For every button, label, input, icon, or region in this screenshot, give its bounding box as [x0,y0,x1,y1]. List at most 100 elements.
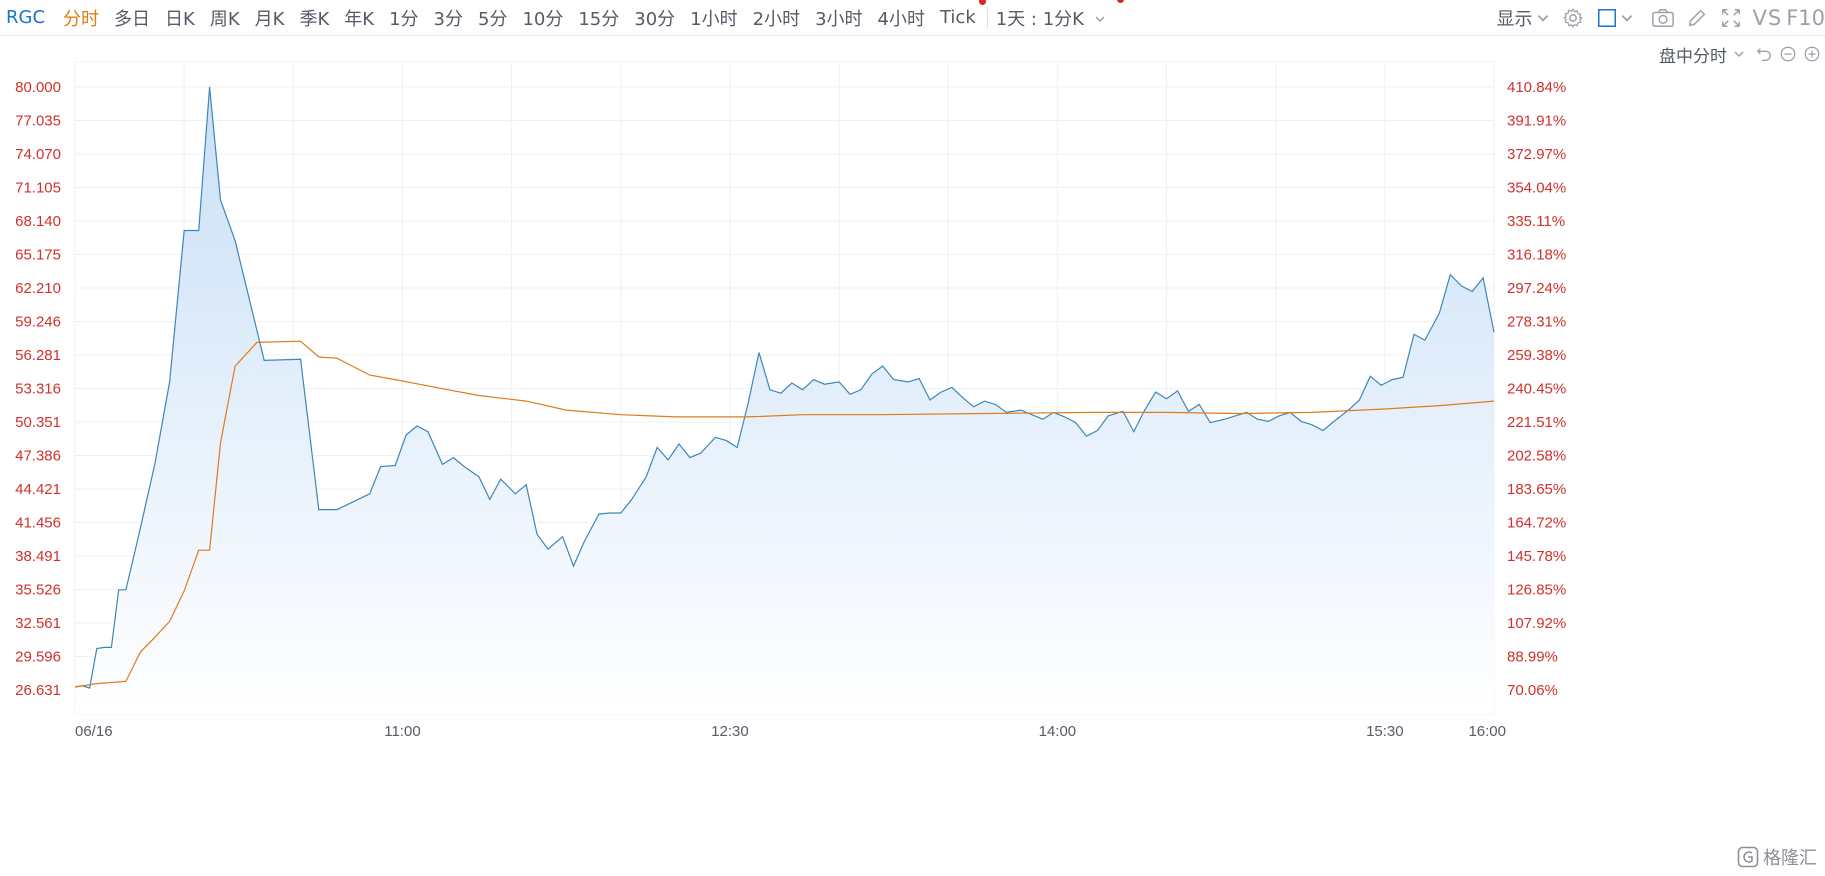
pct-tick-label: 354.04% [1507,180,1566,197]
tab-intraday[interactable]: 分时 [63,8,100,30]
y-tick-label: 80.000 [15,79,61,96]
y-tick-label: 35.526 [15,582,61,599]
new-badge-dot [978,0,986,5]
tab-tick-label: Tick [939,7,976,28]
tab-5min[interactable]: 5分 [478,8,508,30]
fullscreen-icon[interactable] [1718,5,1744,31]
pct-tick-label: 297.24% [1507,280,1566,297]
tab-10min[interactable]: 10分 [522,8,564,30]
period-toolbar: RGC 分时 多日 日K 周K 月K 季K 年K 1分 3分 5分 10分 15… [0,0,1825,36]
pct-tick-label: 221.51% [1507,414,1566,431]
pct-tick-label: 335.11% [1507,213,1565,230]
camera-icon[interactable] [1650,5,1676,31]
pct-tick-label: 88.99% [1507,649,1558,666]
pct-tick-label: 372.97% [1507,146,1566,163]
undo-icon[interactable] [1753,43,1775,65]
pct-tick-label: 107.92% [1507,615,1566,632]
y-tick-label: 71.105 [15,180,61,197]
tab-monthly-k[interactable]: 月K [254,8,285,30]
tab-daily-k[interactable]: 日K [165,8,195,30]
tab-yearly-k[interactable]: 年K [344,8,375,30]
pct-tick-label: 145.78% [1507,548,1566,565]
x-tick-label: 15:30 [1366,723,1404,740]
chart-lines [74,86,1495,689]
tab-1min[interactable]: 1分 [389,8,419,30]
price-area-fill [75,87,1494,714]
tab-1hour[interactable]: 1小时 [690,8,738,30]
pencil-icon[interactable] [1684,5,1710,31]
right-toolbar: 显示 VS F10 [1496,0,1825,36]
tab-3hour[interactable]: 3小时 [815,8,863,30]
pct-tick-label: 391.91% [1507,113,1566,130]
tab-weekly-k[interactable]: 周K [209,8,240,30]
intraday-mode-selector[interactable]: 盘中分时 [1659,46,1727,67]
y-tick-label: 56.281 [15,347,61,364]
tab-2hour[interactable]: 2小时 [752,8,801,30]
chevron-down-icon[interactable] [1733,48,1745,60]
pct-tick-label: 202.58% [1507,448,1566,465]
tab-15min[interactable]: 15分 [578,8,620,30]
x-tick-label: 14:00 [1039,723,1077,740]
pct-tick-label: 126.85% [1507,582,1566,599]
display-menu[interactable]: 显示 [1496,9,1533,30]
y-tick-label: 77.035 [15,113,61,130]
plot-frame [74,61,1495,715]
period-selector[interactable]: 1天 : 1分K [995,0,1124,31]
y-tick-label: 59.246 [15,314,61,331]
chart-subbar: 盘中分时 [1659,40,1825,68]
tab-tick[interactable]: Tick [939,0,986,28]
tab-multi-day[interactable]: 多日 [114,8,151,30]
y-tick-label: 41.456 [15,515,61,532]
stock-symbol[interactable]: RGC [6,7,46,28]
new-badge-dot [1116,0,1124,3]
pct-tick-label: 70.06% [1507,682,1558,699]
y-tick-label: 29.596 [15,649,61,666]
y-tick-label: 74.070 [15,146,61,163]
chevron-down-icon [1095,15,1105,22]
chart-grid [74,61,1495,715]
y-tick-label: 68.140 [15,213,61,230]
chevron-down-icon[interactable] [1536,11,1550,25]
average-price-line [74,340,1495,688]
price-area [75,87,1494,714]
y-tick-label: 47.386 [15,448,61,465]
toolbar-divider [986,6,988,29]
y-tick-label: 38.491 [15,548,61,565]
tab-30min[interactable]: 30分 [634,8,676,30]
x-tick-label: 06/16 [75,723,113,740]
tab-4hour[interactable]: 4小时 [877,8,925,30]
layout-icon[interactable] [1594,5,1620,31]
y-tick-label: 62.210 [15,280,61,297]
price-line [74,86,1495,689]
axis-labels: 80.000 77.035 74.070 71.105 68.140 65.175 62.2… [15,79,1566,740]
watermark: 格隆汇 [1737,844,1817,870]
x-tick-label: 16:00 [1468,723,1506,740]
logo-icon [1737,846,1759,868]
y-tick-label: 53.316 [15,381,61,398]
vs-compare-button[interactable]: VS [1752,6,1783,30]
pct-tick-label: 410.84% [1507,79,1566,96]
chevron-down-icon[interactable] [1620,11,1634,25]
y-tick-label: 44.421 [15,481,61,498]
f10-button[interactable]: F10 [1786,6,1825,30]
pct-tick-label: 240.45% [1507,381,1566,398]
pct-tick-label: 259.38% [1507,347,1566,364]
pct-tick-label: 316.18% [1507,247,1566,264]
period-selector-label: 1天 : 1分K [995,8,1084,30]
zoom-in-icon[interactable] [1801,43,1823,65]
y-tick-label: 65.175 [15,247,61,264]
pct-tick-label: 183.65% [1507,481,1566,498]
tab-quarterly-k[interactable]: 季K [299,8,330,30]
tab-3min[interactable]: 3分 [433,8,463,30]
y-tick-label: 50.351 [15,414,61,431]
x-tick-label: 11:00 [384,723,420,740]
pct-tick-label: 164.72% [1507,515,1566,532]
zoom-out-icon[interactable] [1777,43,1799,65]
pct-tick-label: 278.31% [1507,314,1566,331]
y-tick-label: 26.631 [15,682,61,699]
gear-icon[interactable] [1560,5,1586,31]
x-tick-label: 12:30 [711,723,749,740]
watermark-text: 格隆汇 [1763,848,1817,869]
